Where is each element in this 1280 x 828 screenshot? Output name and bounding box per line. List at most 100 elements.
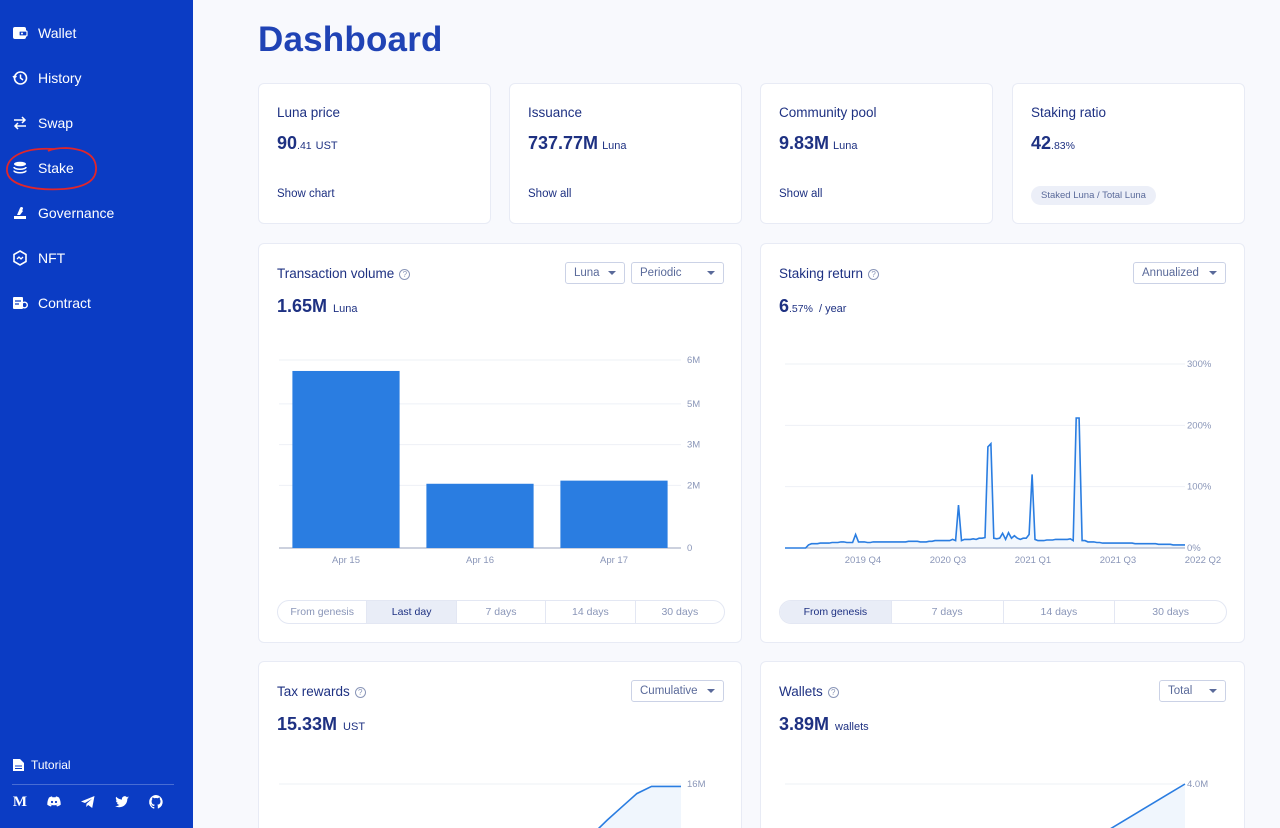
transaction-volume-chart: 0 2M 3M 5M 6M Apr 15 Apr 16 Apr 17 (279, 355, 700, 566)
y-tick-label: 2M (687, 480, 700, 491)
mode-select[interactable]: Periodic (631, 262, 724, 284)
stake-icon (12, 160, 28, 176)
y-tick-label: 0% (1187, 543, 1201, 554)
tv-range-selector: From genesis Last day 7 days 14 days 30 … (277, 600, 725, 624)
sidebar-item-label: Wallet (38, 25, 77, 41)
contract-icon (12, 295, 28, 311)
card-title: Luna price (277, 105, 341, 120)
sidebar-item-label: Contract (38, 295, 91, 311)
bar (426, 483, 534, 548)
staking-return-card: Staking return? Annualized 6.57% / year 0… (760, 243, 1245, 643)
discord-icon[interactable] (46, 794, 62, 810)
chevron-down-icon (608, 271, 616, 275)
chevron-down-icon (1209, 271, 1217, 275)
transaction-volume-value: 1.65M Luna (277, 296, 358, 316)
y-tick-label: 4.0M (1187, 779, 1208, 790)
x-tick-label: Apr 17 (600, 555, 628, 566)
luna-price-card: Luna price 90.41 UST Show chart (258, 83, 491, 224)
staking-return-chart: 0% 100% 200% 300% 2019 Q4 2020 Q3 2021 Q1 2021 … (785, 359, 1221, 566)
sidebar-divider (12, 784, 174, 785)
area-fill (599, 786, 681, 828)
telegram-icon[interactable] (80, 794, 96, 810)
range-30-days[interactable]: 30 days (1152, 606, 1190, 618)
series-line (1110, 783, 1186, 828)
history-icon (12, 70, 28, 86)
medium-icon[interactable]: M (12, 793, 28, 810)
sidebar-item-stake[interactable]: Stake (0, 148, 193, 188)
x-tick-label: Apr 15 (332, 555, 360, 566)
sidebar-item-contract[interactable]: Contract (0, 283, 193, 323)
range-7-days[interactable]: 7 days (892, 601, 1004, 623)
range-from-genesis[interactable]: From genesis (278, 601, 368, 623)
staking-ratio-card: Staking ratio 42.83% Staked Luna / Total… (1012, 83, 1245, 224)
tax-rewards-value: 15.33M UST (277, 714, 366, 734)
range-30-days[interactable]: 30 days (661, 606, 699, 618)
sidebar-item-nft[interactable]: NFT (0, 238, 193, 278)
staking-ratio-badge: Staked Luna / Total Luna (1031, 186, 1156, 205)
tax-rewards-chart: 16M12M (279, 779, 706, 828)
nft-icon (12, 250, 28, 266)
luna-price-value: 90.41 UST (277, 133, 338, 153)
mode-select[interactable]: Annualized (1133, 262, 1226, 284)
range-from-genesis[interactable]: From genesis (780, 601, 892, 623)
twitter-icon[interactable] (114, 794, 130, 810)
show-chart-link[interactable]: Show chart (277, 188, 335, 200)
tutorial-label: Tutorial (31, 758, 71, 772)
y-tick-label: 6M (687, 355, 700, 366)
wallets-value: 3.89M wallets (779, 714, 869, 734)
chevron-down-icon (707, 689, 715, 693)
document-icon (13, 759, 24, 771)
mode-select[interactable]: Cumulative (631, 680, 724, 702)
help-icon[interactable]: ? (354, 687, 366, 698)
swap-icon (12, 115, 28, 131)
github-icon[interactable] (148, 794, 164, 810)
y-tick-label: 200% (1187, 420, 1212, 431)
sidebar-item-label: History (38, 70, 82, 86)
show-all-link[interactable]: Show all (779, 188, 823, 200)
range-last-day[interactable]: Last day (367, 601, 457, 623)
card-title: Staking ratio (1031, 105, 1107, 120)
card-title: Transaction volume? (277, 266, 411, 281)
sidebar-item-wallet[interactable]: Wallet (0, 13, 193, 53)
x-tick-label: 2021 Q1 (1015, 555, 1051, 566)
show-all-link[interactable]: Show all (528, 188, 572, 200)
denom-select[interactable]: Luna (565, 262, 625, 284)
bar (292, 370, 400, 548)
sidebar-item-label: Swap (38, 115, 74, 131)
sidebar: Wallet History Swap Stake Governance NFT (0, 0, 193, 828)
chevron-down-icon (707, 271, 715, 275)
card-title: Community pool (779, 105, 877, 120)
range-14-days[interactable]: 14 days (546, 601, 636, 623)
range-14-days[interactable]: 14 days (1004, 601, 1116, 623)
series-line (785, 417, 1185, 549)
sidebar-item-governance[interactable]: Governance (0, 193, 193, 233)
x-tick-label: 2019 Q4 (845, 555, 881, 566)
card-title: Tax rewards? (277, 684, 366, 699)
range-7-days[interactable]: 7 days (457, 601, 547, 623)
bar (560, 480, 668, 548)
area-fill (1111, 784, 1185, 828)
x-tick-label: Apr 16 (466, 555, 494, 566)
y-tick-label: 0 (687, 543, 692, 554)
social-links: M (12, 794, 164, 810)
issuance-value: 737.77M Luna (528, 133, 627, 153)
mode-select[interactable]: Total (1159, 680, 1226, 702)
chevron-down-icon (1209, 689, 1217, 693)
governance-icon (12, 205, 28, 221)
sidebar-item-swap[interactable]: Swap (0, 103, 193, 143)
staking-ratio-value: 42.83% (1031, 133, 1075, 153)
sidebar-item-label: NFT (38, 250, 66, 266)
card-title: Issuance (528, 105, 583, 120)
wallet-icon (12, 25, 28, 41)
card-title: Staking return? (779, 266, 880, 281)
help-icon[interactable]: ? (827, 687, 839, 698)
sidebar-item-history[interactable]: History (0, 58, 193, 98)
tutorial-link[interactable]: Tutorial (12, 758, 71, 772)
community-pool-value: 9.83M Luna (779, 133, 858, 153)
card-title: Wallets? (779, 684, 839, 699)
help-icon[interactable]: ? (868, 269, 880, 280)
series-line (597, 785, 681, 828)
help-icon[interactable]: ? (399, 269, 411, 280)
